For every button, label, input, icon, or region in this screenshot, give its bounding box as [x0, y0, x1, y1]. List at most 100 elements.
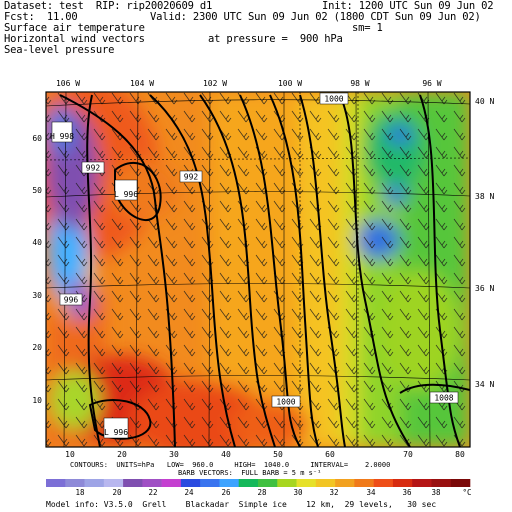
svg-text:96 W: 96 W	[422, 79, 441, 88]
svg-text:20: 20	[112, 488, 122, 497]
colorbar-swatch	[296, 479, 317, 487]
colorbar-swatch	[335, 479, 355, 487]
svg-text:996: 996	[64, 296, 79, 305]
barb-info: BARB VECTORS: FULL BARB = 5 m s⁻¹	[178, 469, 322, 477]
svg-text:40: 40	[32, 238, 42, 247]
svg-text:18: 18	[75, 488, 85, 497]
svg-text:36: 36	[402, 488, 412, 497]
svg-text:1000: 1000	[324, 95, 343, 104]
colorbar-swatch	[180, 479, 201, 487]
label-992-a: 992	[179, 170, 203, 183]
x-axis-ticks: 10 20 30 40 50 60 70 80	[65, 450, 465, 459]
y-axis-ticks: 60 50 40 30 20 10	[32, 134, 42, 405]
svg-text:26: 26	[221, 488, 231, 497]
field-label-wind: Horizontal wind vectors	[4, 33, 145, 45]
colorbar-swatch	[392, 479, 413, 487]
svg-text:40: 40	[221, 450, 231, 459]
svg-text:30: 30	[32, 291, 42, 300]
svg-text:L 996: L 996	[104, 428, 128, 437]
svg-text:32: 32	[329, 488, 338, 497]
svg-text:28: 28	[257, 488, 267, 497]
colorbar-swatch	[200, 479, 220, 487]
dataset-label: Dataset: test RIP: rip20020609 d1	[4, 0, 213, 12]
colorbar-swatch	[412, 479, 432, 487]
svg-text:102 W: 102 W	[203, 79, 227, 88]
svg-text:34: 34	[366, 488, 376, 497]
svg-text:992: 992	[184, 173, 199, 182]
svg-text:98 W: 98 W	[350, 79, 369, 88]
forecast-label: Fcst: 11.00	[4, 11, 78, 23]
colorbar-swatch	[84, 479, 105, 487]
svg-text:80: 80	[455, 450, 465, 459]
lat-lon-grid	[46, 92, 470, 447]
svg-text:30: 30	[169, 450, 179, 459]
label-996: 996	[59, 293, 83, 306]
colorbar-swatch	[238, 479, 259, 487]
colorbar-swatch	[219, 479, 240, 487]
svg-text:10: 10	[32, 396, 42, 405]
svg-text:1000: 1000	[276, 398, 295, 407]
svg-text:22: 22	[148, 488, 157, 497]
svg-text:34 N: 34 N	[475, 380, 494, 389]
lat-labels: 40 N 38 N 36 N 34 N	[475, 97, 494, 389]
svg-text:24: 24	[184, 488, 194, 497]
colorbar-swatch	[103, 479, 124, 487]
svg-text:20: 20	[32, 343, 42, 352]
colorbar-swatch	[431, 479, 452, 487]
svg-text:106 W: 106 W	[56, 79, 80, 88]
colorbar-swatch	[161, 479, 182, 487]
state-boundaries	[46, 92, 470, 447]
label-low-996-top: L 996	[114, 179, 138, 201]
svg-text:1008: 1008	[434, 394, 453, 403]
isobars	[59, 94, 470, 447]
temperature-field	[46, 92, 470, 447]
init-label: Init: 1200 UTC Sun 09 Jun 02	[322, 0, 494, 12]
svg-text:H 998: H 998	[50, 132, 74, 141]
svg-text:20: 20	[117, 450, 127, 459]
colorbar-labels: 18 20 22 24 26 28 30 32 34 36 38 °C	[75, 488, 471, 497]
map-frame	[45, 91, 471, 448]
svg-text:100 W: 100 W	[278, 79, 302, 88]
svg-text:60: 60	[325, 450, 335, 459]
label-high-998: H 998	[50, 121, 74, 143]
label-1000-bottom: 1000	[271, 395, 301, 408]
smoothing-label: sm= 1	[352, 22, 383, 34]
contours-info: CONTOURS: UNITS=hPa LOW= 960.0 HIGH= 104…	[70, 461, 391, 469]
label-992-b: 992	[81, 161, 105, 174]
contour-labels: 1000 992 L 996 992 1000 1008 L 996 996 H…	[50, 92, 459, 439]
field-label-temperature: Surface air temperature	[4, 22, 145, 34]
label-low-996-bottom: L 996	[103, 417, 129, 439]
svg-text:50: 50	[32, 186, 42, 195]
field-label-slp: Sea-level pressure	[4, 44, 115, 56]
svg-text:104 W: 104 W	[130, 79, 154, 88]
model-info: Model info: V3.5.0 Grell Blackadar Simpl…	[46, 500, 437, 509]
colorbar-swatch	[142, 479, 162, 487]
colorbar-swatch	[123, 479, 143, 487]
svg-text:10: 10	[65, 450, 75, 459]
colorbar-swatch	[65, 479, 85, 487]
svg-text:38: 38	[431, 488, 441, 497]
colorbar-swatch	[46, 479, 66, 487]
colorbar	[46, 479, 471, 487]
colorbar-swatch	[373, 479, 394, 487]
svg-text:70: 70	[403, 450, 413, 459]
colorbar-swatch	[315, 479, 336, 487]
svg-text:40 N: 40 N	[475, 97, 494, 106]
svg-text:36 N: 36 N	[475, 284, 494, 293]
colorbar-swatch	[277, 479, 297, 487]
svg-text:992: 992	[86, 164, 101, 173]
lon-labels: 106 W 104 W 102 W 100 W 98 W 96 W	[56, 79, 442, 88]
pressure-level-label: at pressure = 900 hPa	[208, 33, 343, 45]
svg-text:30: 30	[293, 488, 303, 497]
label-1000-top: 1000	[319, 92, 349, 105]
valid-label: Valid: 2300 UTC Sun 09 Jun 02 (1800 CDT …	[150, 11, 481, 23]
svg-text:°C: °C	[462, 488, 471, 497]
svg-text:60: 60	[32, 134, 42, 143]
colorbar-swatch	[450, 479, 471, 487]
label-1008: 1008	[429, 391, 459, 404]
svg-text:38 N: 38 N	[475, 192, 494, 201]
colorbar-swatch	[354, 479, 374, 487]
colorbar-swatch	[258, 479, 278, 487]
svg-text:L 996: L 996	[114, 190, 138, 199]
